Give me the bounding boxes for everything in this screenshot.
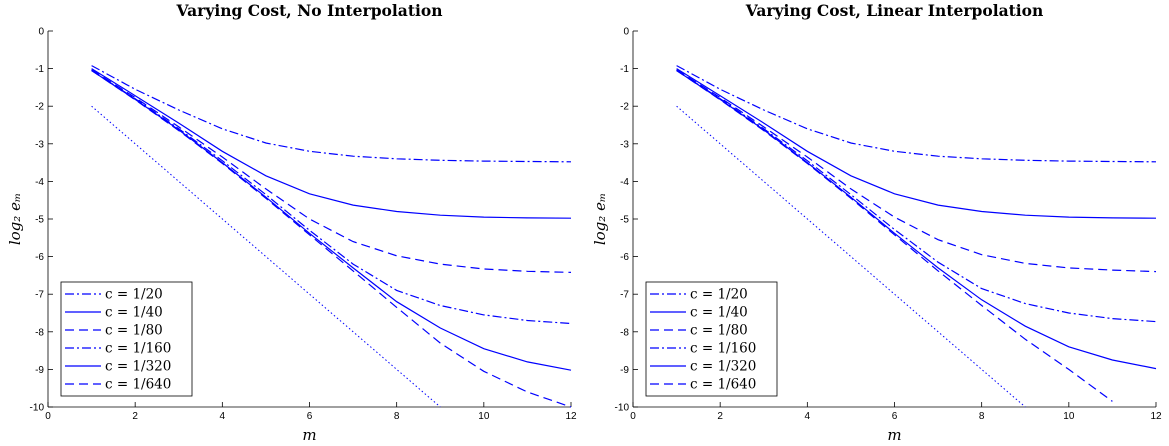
legend-label: c = 1/80: [690, 323, 748, 339]
series-line: [676, 65, 1157, 163]
y-tick-label: -6: [620, 252, 629, 263]
legend-box: [645, 281, 778, 397]
x-tick-label: 2: [132, 411, 138, 422]
chart-title: Varying Cost, No Interpolation: [176, 1, 443, 20]
series-line: [676, 68, 1157, 219]
series-line: [676, 69, 1157, 273]
legend-label: c = 1/80: [105, 323, 163, 339]
chart-left: Varying Cost, No Interpolation 0 -1 -2 -3 -4 -…: [6, 1, 577, 444]
series-line: [91, 69, 572, 371]
x-axis-label: m: [302, 426, 316, 444]
y-tick-label: -10: [615, 403, 630, 414]
y-tick-label: -7: [620, 290, 629, 301]
legend-label: c = 1/640: [105, 377, 171, 393]
y-tick-label: -2: [620, 102, 629, 113]
series-line: [676, 70, 1113, 402]
reference-line: [91, 105, 441, 408]
series-line: [676, 69, 1157, 323]
chart-panel-right: Varying Cost, Linear Interpolation 0 -1 -2 -…: [585, 0, 1169, 446]
y-tick-label: -6: [35, 252, 44, 263]
legend-label: c = 1/320: [690, 359, 756, 375]
legend-label: c = 1/160: [105, 341, 171, 357]
x-tick-label: 10: [1063, 411, 1075, 422]
series-line: [91, 70, 572, 408]
x-tick-label: 6: [892, 411, 898, 422]
x-tick-label: 2: [717, 411, 723, 422]
x-tick-label: 12: [565, 411, 577, 422]
y-tick-label: 0: [38, 27, 44, 38]
x-tick-label: 12: [1150, 411, 1162, 422]
x-tick-label: 0: [45, 411, 51, 422]
legend-box: [60, 281, 193, 397]
y-tick-label: 0: [623, 27, 629, 38]
y-tick-label: -4: [620, 177, 629, 188]
y-tick-label: -5: [620, 215, 629, 226]
x-tick-label: 4: [220, 411, 226, 422]
chart-title: Varying Cost, Linear Interpolation: [745, 1, 1044, 20]
y-tick-label: -4: [35, 177, 44, 188]
legend-label: c = 1/40: [105, 305, 163, 321]
series-line: [91, 69, 572, 273]
x-tick-label: 8: [394, 411, 400, 422]
legend-label: c = 1/40: [690, 305, 748, 321]
legend-label: c = 1/20: [690, 287, 748, 303]
x-tick-label: 10: [478, 411, 490, 422]
series-line: [91, 65, 572, 163]
reference-line: [676, 105, 1026, 408]
y-tick-label: -3: [35, 139, 44, 150]
y-tick-label: -8: [620, 327, 629, 338]
y-tick-label: -10: [30, 403, 45, 414]
y-tick-label: -8: [35, 327, 44, 338]
x-axis-label: m: [887, 426, 901, 444]
legend-label: c = 1/20: [105, 287, 163, 303]
legend-label: c = 1/320: [105, 359, 171, 375]
x-tick-label: 6: [307, 411, 313, 422]
x-tick-label: 8: [979, 411, 985, 422]
y-tick-label: -5: [35, 215, 44, 226]
legend-label: c = 1/160: [690, 341, 756, 357]
y-tick-label: -3: [620, 139, 629, 150]
legend-label: c = 1/640: [690, 377, 756, 393]
y-tick-label: -9: [35, 365, 44, 376]
chart-right: Varying Cost, Linear Interpolation 0 -1 -2 -…: [591, 1, 1162, 444]
y-axis-label: log₂ eₘ: [591, 193, 609, 245]
y-axis-label: log₂ eₘ: [6, 193, 24, 245]
x-tick-label: 0: [630, 411, 636, 422]
y-tick-label: -9: [620, 365, 629, 376]
y-tick-label: -1: [620, 64, 629, 75]
chart-panel-left: Varying Cost, No Interpolation 0 -1 -2 -3 -4 -…: [0, 0, 584, 446]
y-tick-label: -7: [35, 290, 44, 301]
series-line: [676, 69, 1157, 370]
x-tick-label: 4: [805, 411, 811, 422]
series-line: [91, 68, 572, 219]
y-tick-label: -2: [35, 102, 44, 113]
y-tick-label: -1: [35, 64, 44, 75]
